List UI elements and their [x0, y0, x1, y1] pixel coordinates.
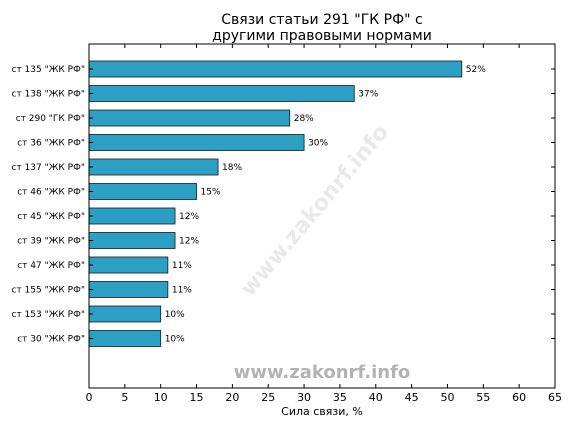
- bar-value-label: 28%: [294, 114, 314, 124]
- bar-value-label: 15%: [201, 188, 221, 198]
- x-tick-label: 25: [261, 391, 275, 404]
- category-label: ст 155 "ЖК РФ": [12, 286, 86, 296]
- category-label: ст 135 "ЖК РФ": [12, 65, 86, 75]
- category-label: ст 47 "ЖК РФ": [17, 261, 85, 271]
- x-tick-label: 0: [86, 391, 93, 404]
- bar: [88, 281, 169, 298]
- category-label: ст 138 "ЖК РФ": [12, 90, 86, 100]
- bar: [88, 256, 169, 274]
- x-tick-label: 65: [548, 391, 562, 404]
- x-tick-label: 10: [154, 391, 168, 404]
- bar: [88, 60, 463, 78]
- chart-title-line-1: Связи статьи 291 "ГК РФ" с: [221, 12, 422, 28]
- x-tick-label: 60: [512, 391, 526, 404]
- bar: [88, 330, 162, 347]
- x-tick-label: 20: [225, 391, 239, 404]
- category-label: ст 46 "ЖК РФ": [17, 188, 85, 198]
- bar-value-label: 10%: [165, 335, 185, 345]
- bar-value-label: 12%: [179, 212, 199, 222]
- bar: [88, 232, 176, 249]
- bar: [88, 85, 355, 102]
- bar: [88, 158, 219, 176]
- bar-value-label: 18%: [222, 163, 242, 173]
- category-label: ст 36 "ЖК РФ": [17, 139, 85, 149]
- x-tick-label: 45: [405, 391, 419, 404]
- x-tick-label: 40: [369, 391, 383, 404]
- bar-value-label: 10%: [165, 310, 185, 320]
- bar: [88, 109, 291, 127]
- chart-title-line-2: другими правовыми нормами: [212, 28, 432, 44]
- bar-value-label: 37%: [358, 90, 378, 100]
- bar: [88, 207, 176, 225]
- x-tick-label: 15: [190, 391, 204, 404]
- x-tick-label: 55: [476, 391, 490, 404]
- bar: [88, 305, 162, 323]
- x-axis-ticks: 0 5 10 15 20 25 30 35 40 45 50 55 60 65: [86, 44, 562, 404]
- bar-value-label: 30%: [308, 139, 328, 149]
- x-tick-label: 30: [297, 391, 311, 404]
- bar-value-label: 52%: [466, 65, 486, 75]
- y-axis-categories: ст 135 "ЖК РФ" ст 138 "ЖК РФ" ст 290 "ГК Р…: [12, 65, 555, 345]
- x-tick-label: 35: [333, 391, 347, 404]
- category-label: ст 39 "ЖК РФ": [17, 237, 85, 247]
- category-label: ст 30 "ЖК РФ": [17, 335, 85, 345]
- bar: [88, 183, 197, 200]
- bars-group: 52% 37% 28% 30% 18% 15% 12% 12% 11% 11% 10% 10%: [88, 60, 486, 347]
- watermark: www.zakonrf.info: [234, 362, 411, 383]
- category-label: ст 290 "ГК РФ": [16, 114, 85, 124]
- category-label: ст 153 "ЖК РФ": [12, 310, 86, 320]
- bar-value-label: 12%: [179, 237, 199, 247]
- x-tick-label: 5: [121, 391, 128, 404]
- category-label: ст 137 "ЖК РФ": [12, 163, 86, 173]
- bar-value-label: 11%: [172, 286, 192, 296]
- x-tick-label: 50: [440, 391, 454, 404]
- bar: [88, 134, 305, 151]
- category-label: ст 45 "ЖК РФ": [17, 212, 85, 222]
- bar-value-label: 11%: [172, 261, 192, 271]
- x-axis-label: Сила связи, %: [281, 405, 363, 418]
